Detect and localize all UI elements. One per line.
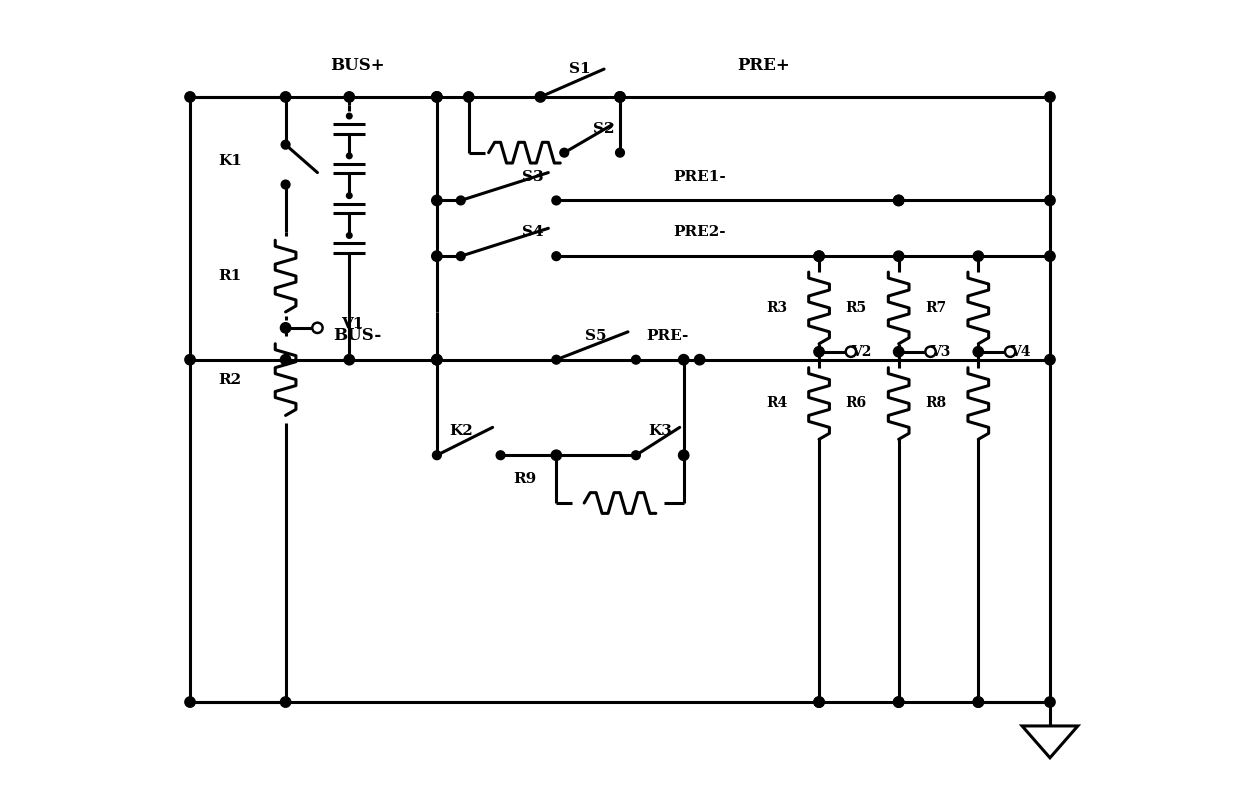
Circle shape bbox=[345, 92, 355, 102]
Circle shape bbox=[432, 355, 441, 365]
Circle shape bbox=[615, 149, 625, 157]
Circle shape bbox=[281, 180, 290, 189]
Circle shape bbox=[973, 347, 983, 357]
Circle shape bbox=[433, 451, 441, 459]
Text: R2: R2 bbox=[218, 372, 242, 387]
Text: PRE1-: PRE1- bbox=[673, 169, 725, 184]
Circle shape bbox=[536, 93, 544, 101]
Text: S5: S5 bbox=[585, 329, 606, 343]
Text: R9: R9 bbox=[513, 472, 536, 486]
Circle shape bbox=[973, 251, 983, 261]
Circle shape bbox=[678, 450, 689, 460]
Circle shape bbox=[615, 93, 625, 101]
Text: R3: R3 bbox=[766, 301, 787, 315]
Circle shape bbox=[552, 196, 560, 205]
Circle shape bbox=[185, 697, 195, 707]
Text: K1: K1 bbox=[218, 153, 242, 168]
Text: PRE2-: PRE2- bbox=[673, 225, 725, 239]
Circle shape bbox=[925, 347, 936, 357]
Circle shape bbox=[496, 451, 505, 459]
Text: BUS-: BUS- bbox=[334, 328, 382, 344]
Text: R8: R8 bbox=[925, 396, 946, 411]
Text: R5: R5 bbox=[846, 301, 867, 315]
Circle shape bbox=[432, 92, 441, 102]
Circle shape bbox=[536, 92, 546, 102]
Circle shape bbox=[345, 355, 355, 365]
Text: R1: R1 bbox=[218, 269, 242, 283]
Circle shape bbox=[680, 451, 688, 459]
Circle shape bbox=[894, 251, 904, 261]
Circle shape bbox=[894, 697, 904, 707]
Circle shape bbox=[280, 697, 290, 707]
Text: V2: V2 bbox=[851, 344, 872, 359]
Circle shape bbox=[1045, 697, 1055, 707]
Text: R7: R7 bbox=[925, 301, 946, 315]
Text: BUS+: BUS+ bbox=[330, 57, 384, 74]
Circle shape bbox=[432, 251, 441, 261]
Text: V1: V1 bbox=[341, 317, 363, 331]
Circle shape bbox=[432, 195, 441, 205]
Circle shape bbox=[813, 697, 825, 707]
Circle shape bbox=[1045, 355, 1055, 365]
Circle shape bbox=[346, 233, 352, 238]
Circle shape bbox=[615, 92, 625, 102]
Circle shape bbox=[432, 92, 441, 102]
Circle shape bbox=[973, 697, 983, 707]
Text: S2: S2 bbox=[593, 121, 615, 136]
Circle shape bbox=[280, 92, 290, 102]
Text: S1: S1 bbox=[569, 62, 591, 76]
Circle shape bbox=[846, 347, 856, 357]
Circle shape bbox=[678, 355, 689, 365]
Text: K3: K3 bbox=[647, 424, 672, 439]
Circle shape bbox=[813, 251, 825, 261]
Circle shape bbox=[312, 323, 322, 333]
Circle shape bbox=[551, 450, 562, 460]
Text: K2: K2 bbox=[449, 424, 472, 439]
Text: PRE-: PRE- bbox=[646, 329, 689, 343]
Circle shape bbox=[185, 92, 195, 102]
Circle shape bbox=[1045, 195, 1055, 205]
Circle shape bbox=[346, 113, 352, 119]
Circle shape bbox=[813, 251, 825, 261]
Circle shape bbox=[813, 347, 825, 357]
Circle shape bbox=[894, 347, 904, 357]
Circle shape bbox=[1004, 347, 1016, 357]
Circle shape bbox=[615, 92, 625, 102]
Circle shape bbox=[560, 149, 569, 157]
Circle shape bbox=[280, 323, 290, 333]
Circle shape bbox=[1045, 251, 1055, 261]
Circle shape bbox=[464, 92, 474, 102]
Circle shape bbox=[894, 195, 904, 205]
Circle shape bbox=[346, 153, 352, 159]
Circle shape bbox=[346, 193, 352, 198]
Text: PRE+: PRE+ bbox=[737, 57, 790, 74]
Circle shape bbox=[280, 355, 290, 365]
Circle shape bbox=[894, 697, 904, 707]
Circle shape bbox=[631, 451, 640, 459]
Text: R4: R4 bbox=[766, 396, 787, 411]
Text: S4: S4 bbox=[522, 225, 543, 239]
Circle shape bbox=[456, 196, 465, 205]
Text: R6: R6 bbox=[846, 396, 867, 411]
Circle shape bbox=[281, 141, 290, 149]
Circle shape bbox=[813, 697, 825, 707]
Circle shape bbox=[631, 356, 640, 364]
Text: V3: V3 bbox=[930, 344, 951, 359]
Text: S3: S3 bbox=[522, 169, 543, 184]
Circle shape bbox=[185, 355, 195, 365]
Circle shape bbox=[973, 697, 983, 707]
Circle shape bbox=[432, 355, 441, 365]
Circle shape bbox=[894, 195, 904, 205]
Circle shape bbox=[552, 356, 560, 364]
Circle shape bbox=[456, 252, 465, 260]
Circle shape bbox=[552, 252, 560, 260]
Text: V4: V4 bbox=[1011, 344, 1030, 359]
Circle shape bbox=[694, 355, 704, 365]
Circle shape bbox=[1045, 92, 1055, 102]
